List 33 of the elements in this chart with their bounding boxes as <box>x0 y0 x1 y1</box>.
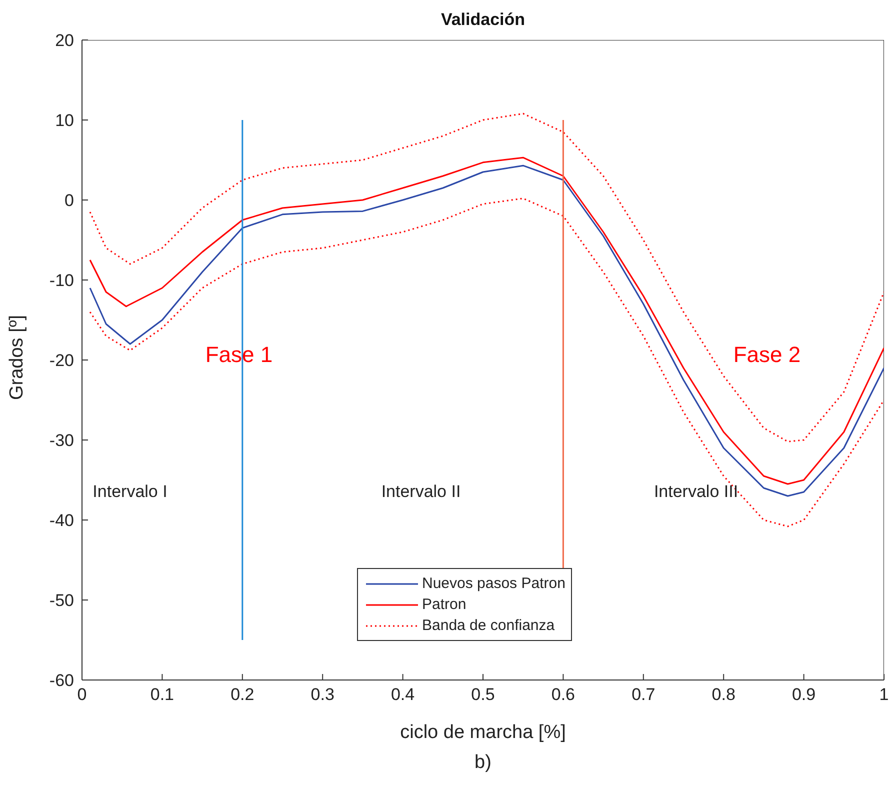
line-series <box>89 198 884 528</box>
x-tick-label: 0.7 <box>632 685 656 704</box>
line-series <box>89 112 884 442</box>
text: b) <box>474 752 492 774</box>
y-tick-label: -30 <box>49 431 74 450</box>
y-tick-label: 10 <box>55 111 74 130</box>
y-tick-label: -60 <box>49 671 74 690</box>
x-tick-label: 0.9 <box>792 685 816 704</box>
x-tick-label: 0.4 <box>390 685 415 704</box>
annotation: Intervalo I <box>92 482 168 502</box>
y-tick-label: -50 <box>49 591 74 610</box>
annotation: Intervalo II <box>381 482 461 502</box>
x-tick-label: 0.3 <box>310 685 334 704</box>
legend-label: Banda de confianza <box>422 617 555 634</box>
annotation: Intervalo III <box>654 482 738 502</box>
y-axis-title: Grados [º] <box>6 314 28 400</box>
y-tick-label: -20 <box>49 351 74 370</box>
x-tick-label: 1 <box>879 685 889 704</box>
x-tick-label: 0.6 <box>551 685 576 704</box>
x-tick-label: 0 <box>77 685 87 704</box>
x-axis-title: ciclo de marcha [%] <box>400 722 566 743</box>
annotation: Fase 2 <box>733 342 801 368</box>
x-tick-label: 0.5 <box>471 685 495 704</box>
chart-title: Validación <box>440 10 526 30</box>
x-tick-label: 0.2 <box>230 685 254 704</box>
y-tick-label: -40 <box>49 511 74 530</box>
legend-label: Patron <box>422 596 466 613</box>
x-tick-label: 0.8 <box>712 685 736 704</box>
y-tick-label: 0 <box>64 191 74 210</box>
y-tick-label: 20 <box>55 31 74 50</box>
y-tick-label: -10 <box>49 271 74 290</box>
legend-label: Nuevos pasos Patron <box>422 575 566 592</box>
x-tick-label: 0.1 <box>150 685 174 704</box>
